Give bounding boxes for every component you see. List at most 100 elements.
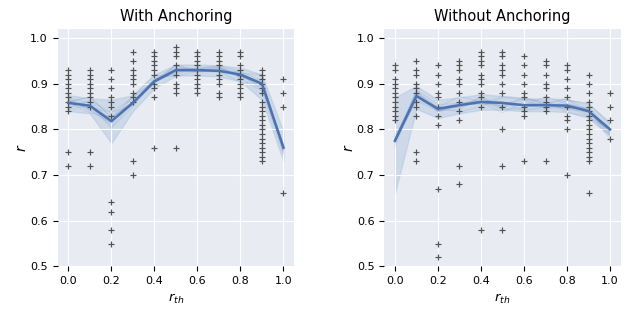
Point <box>192 77 202 82</box>
Point <box>63 100 74 105</box>
Point <box>214 90 224 95</box>
Point <box>584 72 594 77</box>
Point <box>562 67 572 73</box>
Point <box>454 63 465 68</box>
Point <box>476 54 486 59</box>
Point <box>63 108 74 114</box>
Point <box>433 186 443 191</box>
Point <box>236 54 246 59</box>
Point <box>519 104 529 109</box>
Point <box>476 227 486 232</box>
Point <box>497 49 508 54</box>
Point <box>128 67 138 73</box>
Point <box>390 81 400 86</box>
Point <box>192 86 202 91</box>
Point <box>106 113 116 118</box>
Point <box>257 77 267 82</box>
Point <box>257 127 267 132</box>
Point <box>433 81 443 86</box>
Point <box>497 127 508 132</box>
Point <box>562 172 572 178</box>
Point <box>63 72 74 77</box>
Point <box>519 113 529 118</box>
Point <box>106 77 116 82</box>
Point <box>63 90 74 95</box>
Point <box>433 72 443 77</box>
Point <box>497 90 508 95</box>
Point <box>412 150 422 155</box>
Point <box>214 81 224 86</box>
Point <box>390 67 400 73</box>
Point <box>214 95 224 100</box>
Point <box>497 72 508 77</box>
Point <box>128 49 138 54</box>
Point <box>63 77 74 82</box>
Point <box>236 90 246 95</box>
Point <box>257 131 267 136</box>
Point <box>562 86 572 91</box>
Point <box>476 58 486 64</box>
Point <box>412 72 422 77</box>
Point <box>562 77 572 82</box>
Point <box>192 58 202 64</box>
Point <box>519 159 529 164</box>
Point <box>171 72 181 77</box>
Point <box>63 104 74 109</box>
Point <box>84 163 95 169</box>
Point <box>584 131 594 136</box>
Point <box>278 191 289 196</box>
Point <box>84 77 95 82</box>
Point <box>236 67 246 73</box>
Point <box>584 122 594 127</box>
Point <box>106 104 116 109</box>
Point <box>412 100 422 105</box>
Point <box>562 113 572 118</box>
Point <box>236 95 246 100</box>
Point <box>171 63 181 68</box>
Point <box>128 90 138 95</box>
Point <box>412 58 422 64</box>
Point <box>519 81 529 86</box>
Point <box>236 63 246 68</box>
Point <box>192 54 202 59</box>
Point <box>149 49 159 54</box>
Point <box>149 145 159 150</box>
Point <box>171 45 181 50</box>
Point <box>454 100 465 105</box>
Point <box>257 118 267 123</box>
Point <box>171 49 181 54</box>
Point <box>84 81 95 86</box>
Point <box>106 241 116 246</box>
Point <box>128 172 138 178</box>
Point <box>562 118 572 123</box>
Point <box>236 81 246 86</box>
Point <box>257 154 267 159</box>
Point <box>584 154 594 159</box>
Point <box>84 150 95 155</box>
Point <box>149 72 159 77</box>
Point <box>257 113 267 118</box>
Point <box>540 95 550 100</box>
Point <box>540 81 550 86</box>
Point <box>476 49 486 54</box>
Point <box>257 104 267 109</box>
Point <box>519 63 529 68</box>
Point <box>236 49 246 54</box>
Point <box>454 77 465 82</box>
Point <box>454 118 465 123</box>
Y-axis label: r: r <box>15 145 29 151</box>
Point <box>584 108 594 114</box>
Point <box>278 77 289 82</box>
Point <box>476 104 486 109</box>
Point <box>584 127 594 132</box>
Point <box>171 54 181 59</box>
Point <box>149 81 159 86</box>
X-axis label: $r_{th}$: $r_{th}$ <box>494 292 511 306</box>
Point <box>540 58 550 64</box>
Point <box>390 63 400 68</box>
Point <box>149 86 159 91</box>
Point <box>433 113 443 118</box>
Point <box>562 63 572 68</box>
Point <box>257 122 267 127</box>
Point <box>63 150 74 155</box>
